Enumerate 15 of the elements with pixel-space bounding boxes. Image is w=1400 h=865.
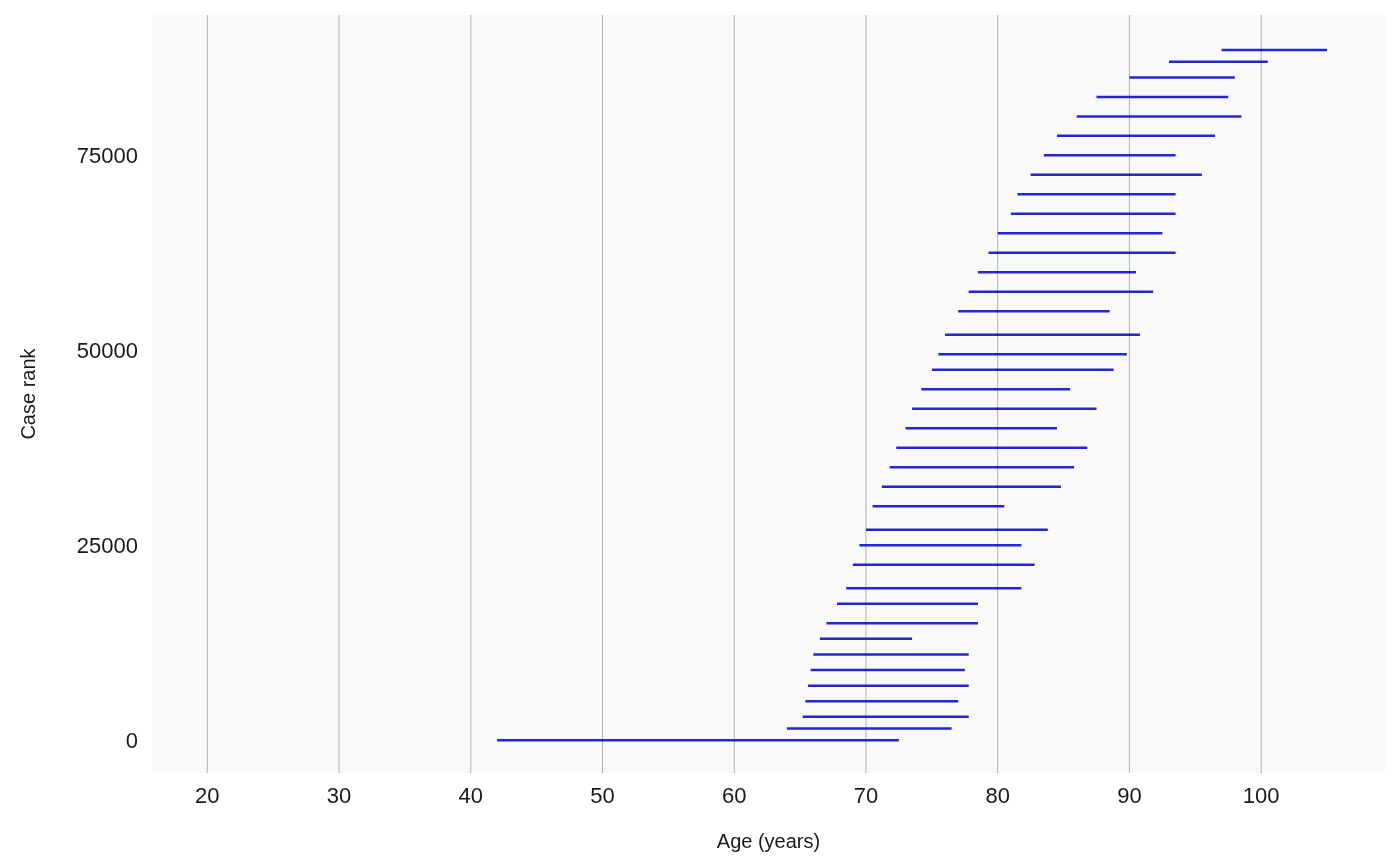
y-tick-label: 50000 bbox=[76, 338, 138, 364]
x-axis-title: Age (years) bbox=[716, 830, 821, 852]
y-tick-label: 0 bbox=[125, 727, 138, 753]
x-tick-label: 40 bbox=[458, 783, 484, 808]
y-axis-title: Case rank bbox=[17, 347, 39, 440]
x-tick-label: 50 bbox=[590, 783, 615, 808]
x-tick-label: 30 bbox=[326, 783, 352, 808]
x-tick-label: 20 bbox=[195, 783, 220, 808]
y-tick-label: 25000 bbox=[76, 532, 138, 558]
x-tick-label: 90 bbox=[1117, 783, 1142, 808]
x-tick-label: 70 bbox=[853, 783, 879, 808]
x-tick-label: 60 bbox=[722, 783, 747, 808]
x-tick-label: 100 bbox=[1242, 783, 1280, 808]
y-tick-label: 75000 bbox=[76, 143, 138, 169]
x-tick-label: 80 bbox=[985, 783, 1010, 808]
